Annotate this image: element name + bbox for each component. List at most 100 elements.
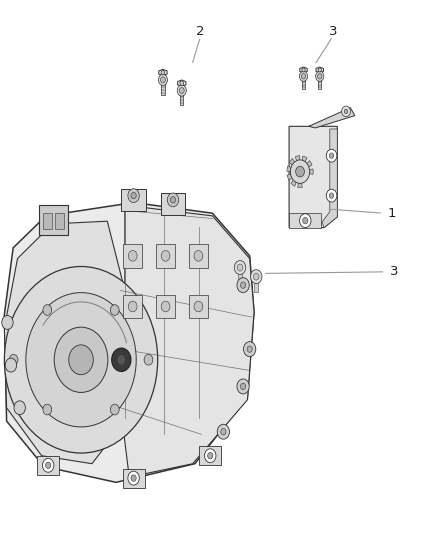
Text: 2: 2 bbox=[196, 26, 205, 38]
Circle shape bbox=[128, 189, 139, 203]
Circle shape bbox=[237, 278, 249, 293]
Circle shape bbox=[144, 354, 153, 365]
Circle shape bbox=[296, 166, 304, 177]
Circle shape bbox=[234, 261, 246, 274]
Circle shape bbox=[240, 282, 246, 288]
Circle shape bbox=[326, 149, 337, 162]
Circle shape bbox=[247, 346, 252, 352]
Polygon shape bbox=[123, 469, 145, 488]
Circle shape bbox=[43, 305, 52, 316]
Circle shape bbox=[318, 74, 322, 79]
Circle shape bbox=[342, 106, 350, 117]
Bar bbox=[161, 79, 165, 94]
Circle shape bbox=[14, 401, 25, 415]
Circle shape bbox=[110, 404, 119, 415]
Wedge shape bbox=[300, 156, 307, 172]
Bar bbox=[302, 76, 305, 89]
Bar bbox=[254, 281, 258, 292]
Circle shape bbox=[237, 379, 249, 394]
Circle shape bbox=[194, 251, 203, 261]
Bar bbox=[189, 244, 208, 268]
Circle shape bbox=[217, 424, 230, 439]
Text: 1: 1 bbox=[388, 207, 396, 220]
Polygon shape bbox=[289, 213, 321, 228]
Circle shape bbox=[161, 70, 165, 75]
Polygon shape bbox=[159, 69, 167, 76]
Polygon shape bbox=[177, 80, 186, 86]
Polygon shape bbox=[199, 446, 221, 465]
Circle shape bbox=[300, 71, 307, 82]
Circle shape bbox=[2, 316, 13, 329]
Polygon shape bbox=[37, 456, 59, 475]
Circle shape bbox=[46, 462, 51, 469]
Polygon shape bbox=[4, 221, 125, 464]
Circle shape bbox=[301, 74, 306, 79]
Circle shape bbox=[69, 345, 93, 375]
Circle shape bbox=[128, 301, 137, 312]
Polygon shape bbox=[300, 67, 307, 73]
Circle shape bbox=[131, 192, 136, 199]
Text: 3: 3 bbox=[390, 265, 399, 278]
Circle shape bbox=[5, 358, 17, 372]
Circle shape bbox=[179, 87, 184, 93]
Circle shape bbox=[194, 301, 203, 312]
Wedge shape bbox=[287, 166, 300, 172]
Circle shape bbox=[329, 193, 334, 198]
Polygon shape bbox=[289, 126, 337, 228]
Circle shape bbox=[180, 81, 184, 85]
Bar bbox=[189, 295, 208, 318]
Circle shape bbox=[290, 160, 310, 183]
Bar bbox=[156, 244, 175, 268]
Circle shape bbox=[344, 109, 348, 114]
Circle shape bbox=[300, 214, 311, 228]
Circle shape bbox=[131, 475, 136, 481]
Bar bbox=[238, 272, 242, 283]
Circle shape bbox=[112, 348, 131, 372]
Bar bbox=[55, 213, 64, 229]
Bar bbox=[156, 295, 175, 318]
Circle shape bbox=[237, 264, 243, 271]
Polygon shape bbox=[4, 203, 254, 482]
Circle shape bbox=[161, 301, 170, 312]
Circle shape bbox=[303, 217, 308, 224]
Bar bbox=[123, 244, 142, 268]
Circle shape bbox=[9, 354, 18, 365]
Circle shape bbox=[54, 327, 108, 392]
Circle shape bbox=[244, 342, 256, 357]
Circle shape bbox=[318, 68, 321, 72]
Circle shape bbox=[161, 251, 170, 261]
Circle shape bbox=[205, 449, 216, 463]
Circle shape bbox=[4, 266, 158, 453]
Circle shape bbox=[26, 293, 136, 427]
Text: 3: 3 bbox=[328, 26, 337, 38]
Circle shape bbox=[128, 251, 137, 261]
Wedge shape bbox=[287, 172, 300, 180]
Circle shape bbox=[167, 193, 179, 207]
Circle shape bbox=[253, 273, 259, 280]
Circle shape bbox=[159, 74, 167, 85]
Wedge shape bbox=[300, 160, 312, 172]
Circle shape bbox=[128, 471, 139, 485]
Bar bbox=[123, 295, 142, 318]
Circle shape bbox=[170, 197, 176, 203]
Bar bbox=[39, 205, 68, 235]
Polygon shape bbox=[123, 205, 254, 477]
Bar bbox=[161, 193, 185, 215]
Polygon shape bbox=[316, 67, 324, 73]
Circle shape bbox=[177, 85, 186, 96]
Bar bbox=[43, 213, 52, 229]
Circle shape bbox=[42, 458, 54, 472]
Wedge shape bbox=[291, 172, 300, 186]
Bar bbox=[180, 90, 184, 105]
Circle shape bbox=[160, 77, 166, 83]
Circle shape bbox=[208, 453, 213, 459]
Polygon shape bbox=[309, 108, 355, 128]
Wedge shape bbox=[295, 156, 300, 172]
Circle shape bbox=[251, 270, 262, 284]
Circle shape bbox=[117, 354, 126, 365]
Bar bbox=[121, 189, 146, 211]
Polygon shape bbox=[322, 129, 337, 228]
Circle shape bbox=[316, 71, 324, 82]
Circle shape bbox=[110, 305, 119, 316]
Circle shape bbox=[326, 189, 337, 202]
